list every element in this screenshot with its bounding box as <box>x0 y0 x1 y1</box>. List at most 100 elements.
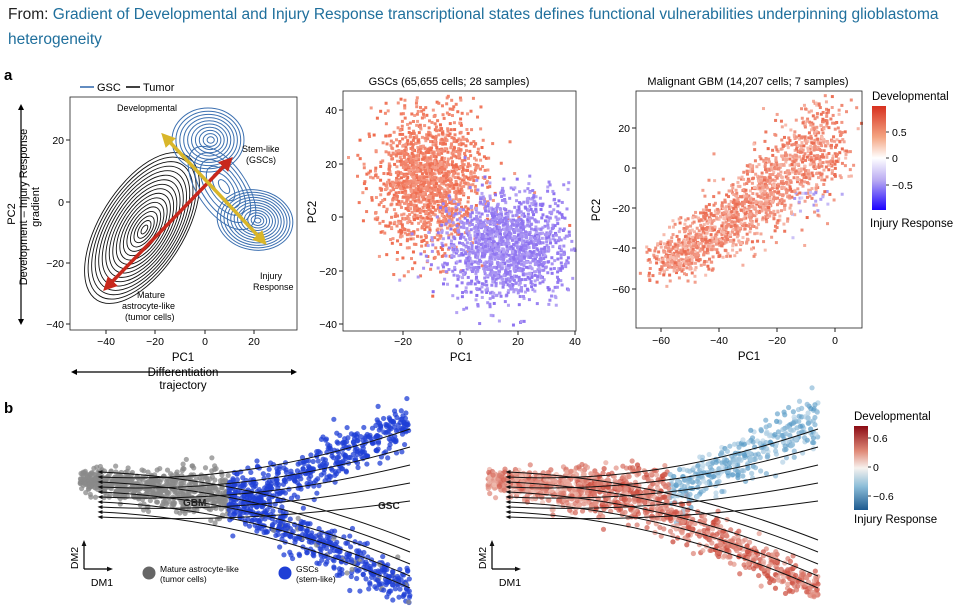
gsc-point <box>467 259 471 263</box>
gsc-point <box>409 189 413 193</box>
gsc-point <box>389 154 393 158</box>
gsc-point <box>488 222 492 226</box>
gsc-point <box>358 138 362 142</box>
gbm-point <box>755 186 759 190</box>
gbm-point <box>833 139 837 143</box>
dm-left-point <box>363 576 369 582</box>
gbm-point <box>771 211 775 215</box>
diffusion-map-left: GBM GSC DM2 DM1 Mature astrocyte-like (t… <box>69 395 413 606</box>
gsc-point <box>450 136 454 140</box>
gbm-point <box>704 211 708 215</box>
gsc-point <box>484 238 488 242</box>
gsc-point <box>423 124 427 128</box>
article-title-link[interactable]: Gradient of Developmental and Injury Res… <box>8 6 939 48</box>
gsc-point <box>454 194 458 198</box>
gsc-point <box>369 175 373 179</box>
gbm-point <box>836 152 840 156</box>
gsc-point <box>528 174 532 178</box>
gsc-point <box>502 227 506 231</box>
gsc-point <box>536 235 540 239</box>
gsc-point <box>448 201 452 205</box>
gsc-point <box>428 163 432 167</box>
gsc-point <box>515 177 519 181</box>
gbm-point <box>761 216 765 220</box>
gsc-point <box>395 257 399 261</box>
gsc-point <box>420 165 424 169</box>
gsc-point <box>477 211 481 215</box>
gbm-point <box>829 146 833 150</box>
gsc-point <box>411 198 415 202</box>
gsc-point <box>499 191 503 195</box>
gbm-point <box>822 168 826 172</box>
gsc-point <box>507 242 511 246</box>
gsc-point <box>564 234 568 238</box>
gbm-point <box>779 175 783 179</box>
gbm-point <box>811 114 815 118</box>
gsc-point <box>458 210 462 214</box>
gsc-point <box>418 175 422 179</box>
gbm-point <box>799 150 803 154</box>
gsc-point <box>466 275 470 279</box>
gbm-point <box>838 174 842 178</box>
gsc-point <box>459 123 463 127</box>
gsc-point <box>456 232 460 236</box>
gsc-point <box>538 268 542 272</box>
gsc-point <box>401 112 405 116</box>
gbm-point <box>677 259 681 263</box>
gsc-point <box>418 169 422 173</box>
gsc-point <box>537 263 541 267</box>
gsc-point <box>503 232 507 236</box>
gbm-point <box>712 247 716 251</box>
gbm-point <box>769 192 773 196</box>
gsc-point <box>434 134 438 138</box>
gbm-frame <box>635 90 863 329</box>
gbm-point <box>732 209 736 213</box>
gbm-point <box>800 135 804 139</box>
gsc-point <box>394 179 398 183</box>
gbm-point <box>726 233 730 237</box>
gbm-point <box>725 193 729 197</box>
gsc-point <box>447 236 451 240</box>
gsc-point <box>534 204 538 208</box>
gsc-point <box>517 303 521 307</box>
gsc-point <box>525 260 529 264</box>
gsc-point <box>390 215 394 219</box>
gsc-point <box>509 263 513 267</box>
gsc-point <box>452 183 456 187</box>
gsc-point <box>519 217 523 221</box>
gbm-point <box>741 263 745 267</box>
gsc-point <box>464 175 468 179</box>
gsc-point <box>382 171 386 175</box>
gsc-point <box>428 208 432 212</box>
gbm-point <box>690 259 694 263</box>
gsc-point <box>498 207 502 211</box>
gbm-point <box>686 248 690 252</box>
gsc-point <box>425 172 429 176</box>
gbm-point <box>811 122 815 126</box>
gsc-point <box>409 184 413 188</box>
gsc-point <box>446 150 450 154</box>
gbm-point <box>706 251 710 255</box>
gsc-point <box>476 115 480 119</box>
gbm-point <box>818 142 822 146</box>
gbm-point <box>673 261 677 265</box>
gsc-point <box>476 188 480 192</box>
gsc-point <box>499 275 503 279</box>
gsc-point <box>421 198 425 202</box>
gsc-point <box>356 153 360 157</box>
gsc-point <box>411 155 415 159</box>
gsc-point <box>434 155 438 159</box>
gsc-point <box>500 267 504 271</box>
gbm-point <box>819 162 823 166</box>
gsc-point <box>394 191 398 195</box>
gsc-point <box>530 253 534 257</box>
gsc-point <box>520 219 524 223</box>
gsc-point <box>501 259 505 263</box>
gbm-point <box>839 176 843 180</box>
gbm-point <box>808 163 812 167</box>
gsc-point <box>463 271 467 275</box>
gsc-point <box>440 156 444 160</box>
gsc-point <box>541 264 545 268</box>
gsc-point <box>412 165 416 169</box>
gbm-point <box>671 256 675 260</box>
